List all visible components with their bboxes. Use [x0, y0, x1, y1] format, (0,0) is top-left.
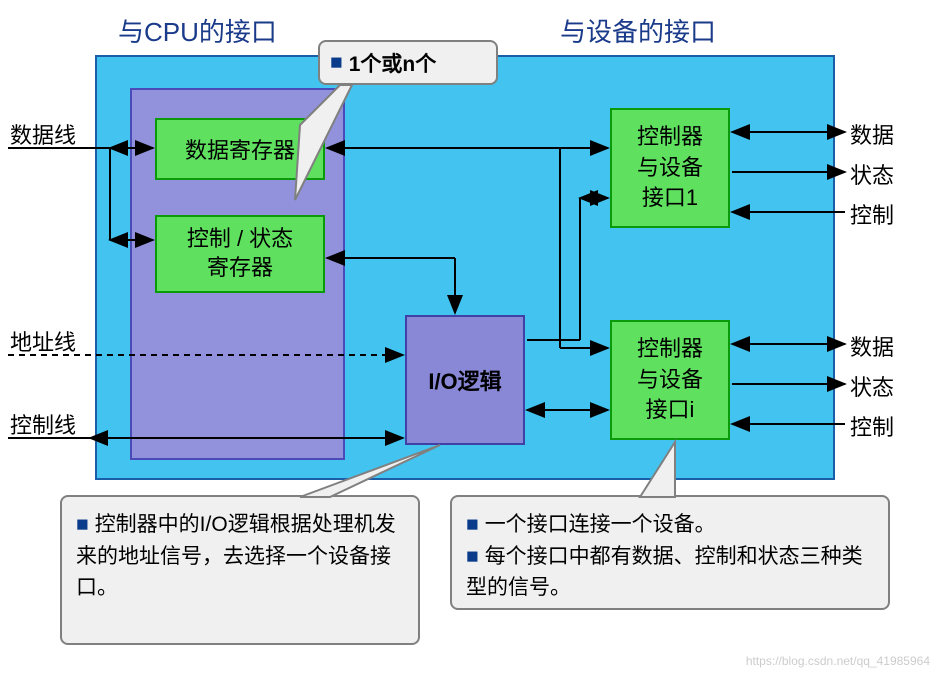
bullet-icon: ■	[466, 513, 479, 536]
title-left-text: 与CPU的接口	[118, 17, 277, 47]
callout-right-line1: ■一个接口连接一个设备。	[466, 509, 874, 541]
watermark: https://blog.csdn.net/qq_41985964	[746, 654, 930, 668]
device-interface-1-label: 控制器 与设备 接口1	[637, 122, 703, 214]
label-ctrl-line: 控制线	[10, 408, 76, 440]
data-register-label: 数据寄存器	[185, 133, 295, 165]
title-right: 与设备的接口	[560, 12, 716, 49]
label-control-1: 控制	[850, 198, 894, 230]
io-logic-box: I/O逻辑	[405, 315, 525, 445]
device-interface-1-box: 控制器 与设备 接口1	[610, 108, 730, 228]
io-logic-label: I/O逻辑	[428, 364, 501, 396]
label-addr-line: 地址线	[10, 325, 76, 357]
device-interface-i-label: 控制器 与设备 接口i	[637, 334, 703, 426]
data-register-box: 数据寄存器	[155, 118, 325, 180]
ctrl-status-register-label: 控制 / 状态 寄存器	[187, 225, 293, 282]
label-data-1: 数据	[850, 118, 894, 150]
label-status-i: 状态	[850, 370, 894, 402]
bullet-icon: ■	[330, 51, 343, 75]
callout-left-text: 控制器中的I/O逻辑根据处理机发来的地址信号，去选择一个设备接口。	[76, 513, 396, 599]
callout-right-line2: ■每个接口中都有数据、控制和状态三种类型的信号。	[466, 541, 874, 604]
callout-right: ■一个接口连接一个设备。 ■每个接口中都有数据、控制和状态三种类型的信号。	[450, 495, 890, 610]
ctrl-status-register-box: 控制 / 状态 寄存器	[155, 215, 325, 293]
label-control-i: 控制	[850, 410, 894, 442]
device-interface-i-box: 控制器 与设备 接口i	[610, 320, 730, 440]
label-status-1: 状态	[850, 158, 894, 190]
bullet-icon: ■	[76, 513, 89, 536]
title-left: 与CPU的接口	[118, 12, 277, 49]
title-right-text: 与设备的接口	[560, 17, 716, 47]
callout-left: ■控制器中的I/O逻辑根据处理机发来的地址信号，去选择一个设备接口。	[60, 495, 420, 645]
callout-top-text: 1个或n个	[349, 48, 437, 78]
callout-top: ■ 1个或n个	[318, 40, 498, 85]
label-data-i: 数据	[850, 330, 894, 362]
label-data-line: 数据线	[10, 118, 76, 150]
bullet-icon: ■	[466, 545, 479, 568]
